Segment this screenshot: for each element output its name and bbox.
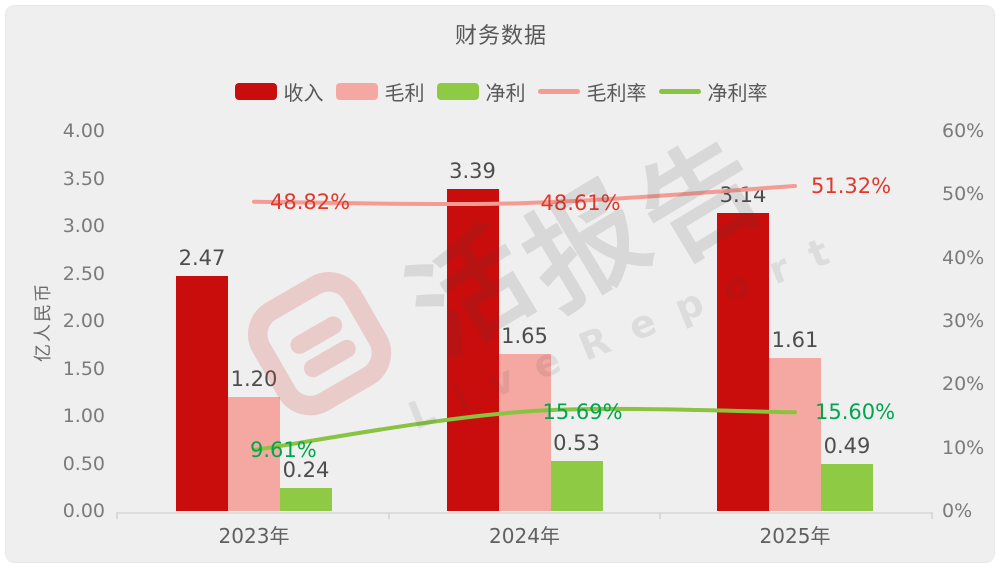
left-axis-tick-3.50: 3.50 xyxy=(62,167,105,190)
legend-swatch-line xyxy=(537,89,580,94)
right-axis-tick-20%: 20% xyxy=(942,373,985,396)
chart-panel: 财务数据 收入 毛利 净利 毛利率 净利率 亿人民币 2.47 3.39 3.14 1.20 1… xyxy=(5,5,995,563)
x-axis-line xyxy=(116,512,931,514)
legend-swatch-bar xyxy=(436,83,479,100)
left-axis-tick-4.00: 4.00 xyxy=(62,120,105,142)
bar-value-label-revenue-2024年: 3.39 xyxy=(449,158,496,183)
bar-value-label-gross-profit-2024年: 1.65 xyxy=(501,324,548,349)
chart-title: 财务数据 xyxy=(454,24,547,49)
bar-revenue-2025年 xyxy=(717,212,769,511)
legend-label: 毛利 xyxy=(384,81,425,105)
right-axis-tick-10%: 10% xyxy=(942,436,985,459)
left-axis-tick-0.50: 0.50 xyxy=(62,452,105,475)
legend-label: 净利 xyxy=(485,81,526,105)
x-axis-tickmark xyxy=(659,512,662,519)
line-label-net-margin-2025年: 15.60% xyxy=(815,400,896,425)
bar-value-label-net-profit-2025年: 0.49 xyxy=(823,434,871,459)
legend-item-revenue[interactable]: 收入 xyxy=(234,77,324,106)
x-tick-label-2025年: 2025年 xyxy=(759,524,831,548)
x-tick-label-2024年: 2024年 xyxy=(489,524,560,548)
legend: 收入 毛利 净利 毛利率 净利率 xyxy=(6,77,994,106)
bar-value-label-net-profit-2024年: 0.53 xyxy=(553,430,600,455)
right-axis-tick-40%: 40% xyxy=(942,246,985,269)
line-label-net-margin-2023年: 9.61% xyxy=(250,438,317,463)
right-axis-tick-50%: 50% xyxy=(942,183,985,206)
right-axis-tick-30%: 30% xyxy=(942,310,985,332)
bar-value-label-revenue-2025年: 3.14 xyxy=(719,182,767,207)
line-label-net-margin-2024年: 15.69% xyxy=(542,399,623,424)
bar-net-profit-2024年 xyxy=(550,460,603,511)
left-axis-tick-2.00: 2.00 xyxy=(62,310,105,332)
x-axis-tickmark xyxy=(931,512,933,519)
bar-revenue-2023年 xyxy=(176,276,228,511)
legend-swatch-bar xyxy=(335,83,378,100)
legend-label: 毛利率 xyxy=(586,81,647,105)
watermark-glyph: 报 xyxy=(502,156,678,335)
legend-label: 净利率 xyxy=(707,81,768,105)
bar-value-label-gross-profit-2023年: 1.20 xyxy=(230,367,278,391)
left-axis-tick-1.50: 1.50 xyxy=(62,357,105,380)
legend-item-net-margin[interactable]: 净利率 xyxy=(658,77,768,106)
bar-net-profit-2023年 xyxy=(280,488,332,511)
line-label-gross-margin-2023年: 48.82% xyxy=(270,189,351,214)
legend-item-gross-margin[interactable]: 毛利率 xyxy=(537,77,647,106)
left-axis-tick-1.00: 1.00 xyxy=(62,405,105,427)
bar-value-label-gross-profit-2025年: 1.61 xyxy=(771,328,819,353)
bar-revenue-2024年 xyxy=(446,188,499,511)
left-axis-tick-2.50: 2.50 xyxy=(62,262,105,285)
x-tick-label-2023年: 2023年 xyxy=(218,524,290,548)
legend-item-net-profit[interactable]: 净利 xyxy=(436,77,526,106)
chart-stage: 财务数据 收入 毛利 净利 毛利率 净利率 亿人民币 2.47 3.39 3.14 1.20 1… xyxy=(6,6,994,562)
left-axis-tick-0.00: 0.00 xyxy=(62,500,105,522)
legend-label: 收入 xyxy=(283,81,324,105)
line-label-gross-margin-2025年: 51.32% xyxy=(811,173,892,198)
x-axis-tickmark xyxy=(116,512,118,519)
bar-net-profit-2025年 xyxy=(821,464,873,511)
line-label-gross-margin-2024年: 48.61% xyxy=(540,191,621,216)
bar-value-label-revenue-2023年: 2.47 xyxy=(178,246,226,271)
legend-swatch-line xyxy=(658,89,701,94)
bar-value-label-net-profit-2023年: 0.24 xyxy=(282,458,330,483)
right-axis-tick-60%: 60% xyxy=(942,120,985,142)
legend-item-gross-profit[interactable]: 毛利 xyxy=(335,77,425,106)
legend-swatch-bar xyxy=(234,83,277,100)
right-axis-tick-0%: 0% xyxy=(942,500,973,522)
left-axis-tick-3.00: 3.00 xyxy=(62,215,105,237)
x-axis-tickmark xyxy=(387,512,390,519)
